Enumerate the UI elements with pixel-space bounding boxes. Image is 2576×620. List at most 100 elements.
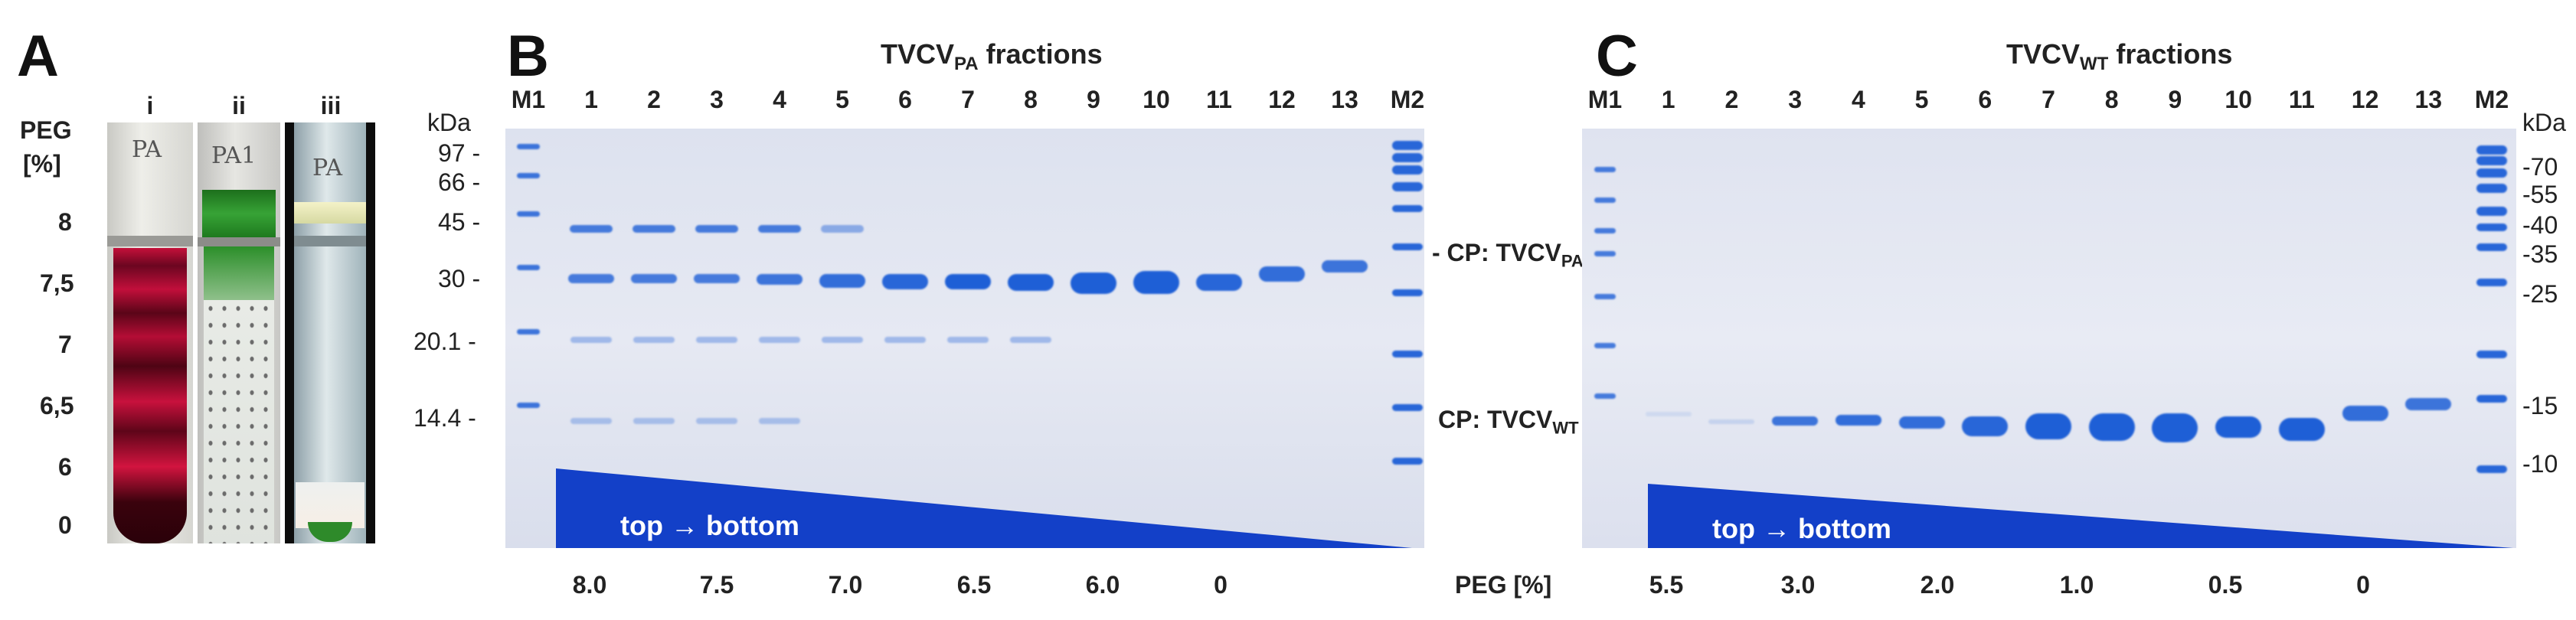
- cp-band: [1645, 412, 1692, 416]
- cp-band: [882, 274, 928, 289]
- marker-band: [2476, 395, 2507, 403]
- cp-band: [2405, 398, 2452, 410]
- tube-i-photo: PA: [107, 122, 193, 543]
- marker-band: [517, 403, 540, 408]
- marker-label-b: 14.4 -: [414, 404, 476, 432]
- contaminant-band: [633, 225, 675, 233]
- cp-label-wt: CP: TVCVWT -: [1438, 406, 1594, 438]
- cp-band: [2215, 416, 2262, 438]
- peg-c-item: 3.0: [1780, 571, 1816, 599]
- cp-band: [1772, 416, 1819, 426]
- marker-band: [1392, 153, 1423, 162]
- contaminant-band: [821, 225, 864, 233]
- panel-a-letter: A: [17, 24, 59, 89]
- marker-band: [2476, 156, 2507, 165]
- wedge-text-b: top → bottom: [620, 510, 799, 541]
- tube-ii-cap-text: PA1: [211, 142, 257, 169]
- cp-band: [568, 274, 614, 283]
- peg-b-item: 7.5: [699, 571, 734, 599]
- lanes-b-item: 3: [710, 86, 724, 113]
- marker-band: [1392, 458, 1423, 465]
- contaminant-band: [696, 418, 737, 424]
- marker-band: [1392, 243, 1423, 250]
- tube-iii-cap-text: PA: [312, 155, 343, 181]
- kda-label-b: kDa: [427, 109, 471, 136]
- lanes-b-item: 8: [1024, 86, 1038, 113]
- marker-band: [1594, 294, 1616, 299]
- contaminant-band: [947, 337, 989, 343]
- contaminant-band: [696, 337, 737, 343]
- marker-band: [1392, 205, 1423, 212]
- panel-c-title: TVCVWT fractions: [2006, 38, 2232, 75]
- panel-b-letter: B: [507, 24, 549, 89]
- panel-c-title-main: TVCV: [2006, 38, 2081, 70]
- tube-ii-green-band: [204, 246, 274, 300]
- panel-b-title-sub: PA: [954, 54, 979, 75]
- tube-ii-ring: [198, 237, 280, 246]
- contaminant-band: [570, 337, 612, 343]
- peg-value-a: 0: [58, 511, 72, 539]
- lanes-c-item: 7: [2042, 86, 2055, 113]
- cp-label-wt-main: CP: TVCV: [1438, 406, 1553, 433]
- marker-band: [2476, 351, 2507, 358]
- tube-iii-glass: [294, 122, 366, 543]
- peg-value-a: 8: [58, 208, 72, 236]
- contaminant-band: [695, 225, 738, 233]
- peg-b-item: 6.0: [1085, 571, 1120, 599]
- tube-i-cap-text: PA: [132, 136, 162, 163]
- cp-band: [694, 274, 740, 283]
- peg-value-a: 6,5: [40, 392, 74, 419]
- marker-band: [2476, 224, 2507, 231]
- marker-band: [1594, 228, 1616, 233]
- cp-band: [1835, 415, 1881, 426]
- contaminant-band: [1010, 337, 1051, 343]
- contaminant-band: [759, 337, 800, 343]
- cp-band: [1708, 419, 1755, 424]
- tube-iii-white-bottom: [296, 482, 364, 528]
- lanes-b-item: 7: [961, 86, 975, 113]
- peg-value-a: 6: [58, 453, 72, 481]
- marker-label-c: -35: [2522, 240, 2558, 268]
- marker-band: [2476, 279, 2507, 286]
- peg-c-item: 5.5: [1649, 571, 1684, 599]
- cp-band: [2088, 413, 2135, 441]
- lanes-c-item: 1: [1661, 86, 1675, 113]
- lanes-c-item: 4: [1851, 86, 1865, 113]
- panel-c-title-sub: WT: [2080, 54, 2109, 75]
- peg-axis-unit-a: [%]: [23, 150, 61, 178]
- marker-band: [1392, 404, 1423, 411]
- marker-label-c: -55: [2522, 181, 2558, 208]
- cp-band: [1071, 272, 1116, 294]
- cp-label-pa: - CP: TVCVPA: [1432, 239, 1584, 271]
- cp-band: [1196, 274, 1242, 291]
- panel-b-title-tail: fractions: [978, 38, 1103, 70]
- marker-band: [1594, 167, 1616, 172]
- lanes-b-item: 5: [835, 86, 849, 113]
- contaminant-band: [570, 418, 612, 424]
- lanes-c-item: 12: [2351, 86, 2379, 113]
- cp-band: [2152, 413, 2198, 442]
- lanes-c-item: 9: [2168, 86, 2182, 113]
- marker-band: [517, 211, 540, 217]
- contaminant-band: [633, 418, 675, 424]
- marker-band: [2476, 243, 2507, 251]
- cp-label-pa-main: - CP: TVCV: [1432, 239, 1561, 266]
- tube-ii-green-top: [202, 190, 276, 237]
- peg-c-item: 1.0: [2059, 571, 2094, 599]
- cp-band: [945, 274, 991, 289]
- cp-band: [1322, 260, 1368, 272]
- marker-band: [517, 329, 540, 334]
- contaminant-band: [570, 225, 613, 233]
- lanes-c-item: M1: [1587, 86, 1623, 113]
- lanes-c-item: 13: [2414, 86, 2443, 113]
- lanes-b-item: 4: [773, 86, 786, 113]
- marker-band: [2476, 465, 2507, 473]
- peg-axis-title-a: PEG: [20, 116, 72, 144]
- marker-label-b: 30 -: [438, 265, 481, 292]
- lanes-c-item: 3: [1788, 86, 1803, 113]
- lanes-b-item: 1: [584, 86, 598, 113]
- marker-band: [517, 144, 540, 149]
- peg-c-item: 2.0: [1920, 571, 1955, 599]
- lanes-c-item: 8: [2104, 86, 2119, 113]
- lanes-c-item: 5: [1914, 86, 1929, 113]
